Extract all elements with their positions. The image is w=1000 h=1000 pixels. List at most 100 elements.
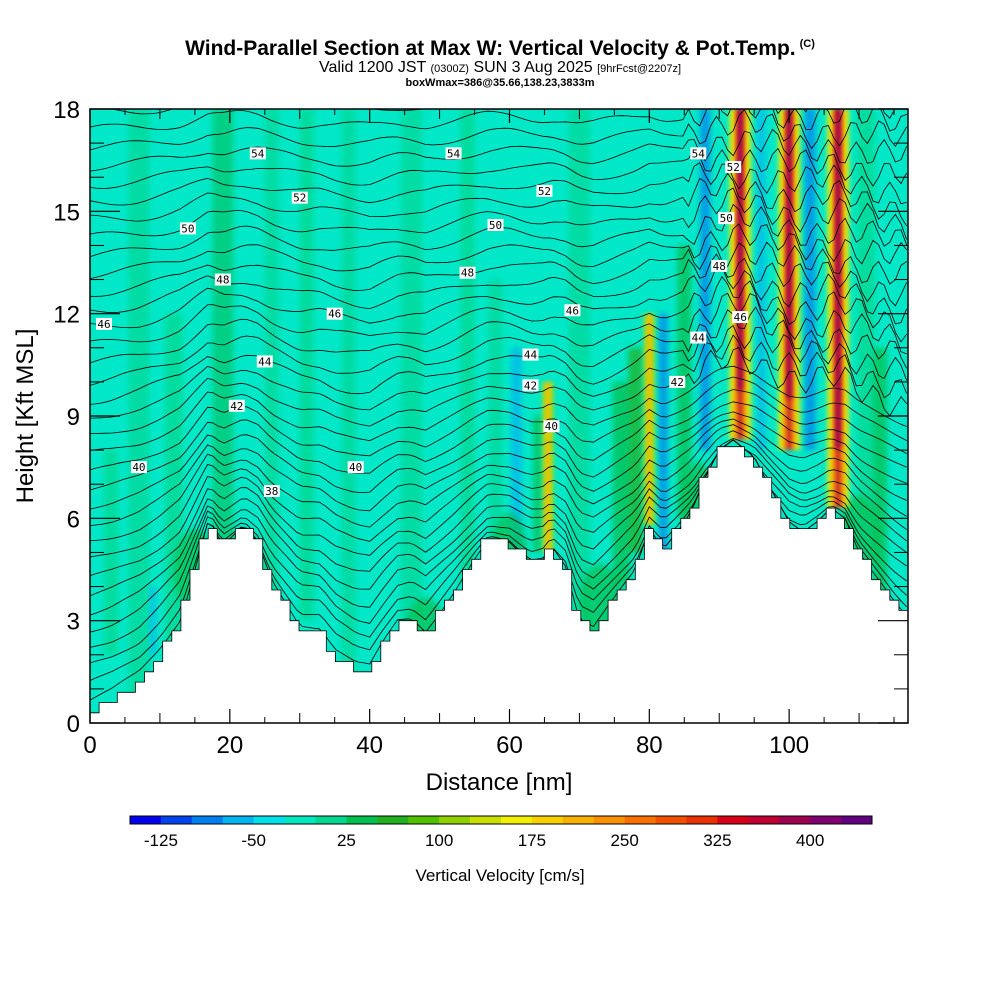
x-tick-label: 40: [356, 732, 383, 759]
isentrope-label-text: 54: [251, 147, 265, 160]
velocity-streak: [659, 313, 668, 553]
isentrope-label: 40: [543, 420, 560, 433]
colorbar-swatch: [191, 816, 224, 824]
isentrope-label-bg: [522, 379, 539, 392]
isentrope-label-bg: [690, 147, 707, 160]
colorbar-swatch: [810, 816, 842, 824]
y-tick-label: 9: [67, 404, 80, 431]
isentrope-line: [90, 128, 907, 172]
colorbar-swatch: [686, 816, 718, 824]
colorbar-tick-label: 400: [796, 831, 824, 850]
copyright-mark: (C): [799, 38, 815, 50]
isentrope-label-text: 40: [545, 420, 558, 433]
isentrope-label-text: 44: [692, 332, 706, 345]
colorbar-swatch: [284, 816, 316, 824]
isentrope-label-bg: [263, 485, 280, 498]
updraft-peak: [835, 109, 842, 449]
isentrope-label-bg: [256, 355, 273, 368]
y-tick-label: 3: [67, 609, 80, 636]
colorbar-frame: [129, 815, 873, 825]
x-axis-label: Distance [nm]: [426, 769, 573, 796]
isentrope-label-text: 42: [230, 400, 243, 413]
colorbar-swatch: [531, 816, 564, 824]
isentrope-label-text: 48: [713, 260, 726, 273]
isentrope-line: [90, 401, 907, 510]
isentrope-label-text: 52: [538, 185, 551, 198]
isentrope-label: 38: [263, 485, 280, 498]
colorbar: -125 -50 25 100 175 250 325 400: [129, 815, 873, 850]
colorbar-swatch: [377, 816, 409, 824]
updraft-peak: [737, 109, 744, 391]
isentrope-label-bg: [487, 218, 504, 231]
isentrope-label: 52: [725, 160, 742, 174]
updraft-core: [642, 313, 657, 526]
y-axis-label: Height [Kft MSL]: [12, 329, 39, 504]
isentrope-line: [90, 275, 907, 343]
axes: 0 20 40 60 80 100 0 3 6 9 12 15 18: [53, 97, 908, 759]
isentrope-label-bg: [536, 184, 553, 197]
colorbar-tick-label: 325: [703, 831, 731, 850]
isentrope-label-text: 40: [349, 461, 362, 474]
isentrope-label: 44: [690, 331, 707, 345]
isentrope-label: 40: [130, 461, 147, 474]
isentrope-label: 48: [711, 259, 728, 273]
colorbar-swatch: [222, 816, 254, 824]
colorbar-swatch: [501, 816, 533, 824]
isentrope-label-bg: [179, 222, 196, 235]
colorbar-swatch: [562, 816, 595, 824]
isentrope-label: 42: [522, 379, 539, 392]
isentrope-label-bg: [690, 331, 707, 344]
isentrope-label-bg: [445, 147, 462, 160]
colorbar-swatch: [315, 816, 347, 824]
isentrope-label-bg: [95, 317, 112, 330]
velocity-streak: [568, 109, 590, 713]
isentrope-line: [90, 265, 907, 329]
isentrope-label-text: 52: [293, 192, 306, 205]
x-tick-label: 60: [496, 732, 523, 759]
isentrope-label: 52: [291, 191, 308, 205]
colorbar-swatch: [624, 816, 656, 824]
plot-area: 54 54 54 52 52 52 50 50 50 48 48 48 46 46 46 46 44 44 44 42…: [90, 109, 908, 723]
isentrope-label-text: 38: [265, 485, 278, 498]
isentrope-line: [90, 147, 907, 189]
isentrope-line: [90, 292, 907, 364]
isentrope-label-text: 54: [692, 147, 706, 160]
velocity-streak: [628, 347, 643, 553]
colorbar-swatch: [593, 816, 625, 824]
colorbar-swatch: [717, 816, 749, 824]
valid-time-subtitle: Valid 1200 JST (0300Z) SUN 3 Aug 2025 [9…: [318, 59, 682, 76]
velocity-streak: [612, 381, 631, 587]
isentrope-label: 40: [347, 461, 364, 474]
y-tick-label: 15: [53, 199, 80, 226]
colorbar-tick-label: -50: [241, 831, 266, 850]
isentrope-label: 44: [256, 355, 273, 368]
y-tick-label: 12: [53, 302, 80, 329]
isentrope-label-text: 46: [328, 308, 341, 321]
isentrope-line: [90, 334, 907, 419]
isentrope-label: 46: [732, 311, 749, 324]
velocity-streak: [264, 109, 279, 713]
isentrope-label-text: 48: [461, 267, 474, 280]
isentrope-label-bg: [347, 461, 364, 474]
colorbar-swatch: [779, 816, 811, 824]
isentrope-label-text: 48: [216, 274, 229, 287]
isentrope-label-text: 50: [181, 222, 194, 235]
colorbar-swatch: [439, 816, 471, 824]
isentrope-line: [90, 439, 907, 616]
isentrope-line: [90, 162, 907, 206]
isentrope-line: [90, 411, 907, 527]
box-info-subtitle: boxWmax=386@35.66,138.23,3833m: [405, 77, 595, 89]
velocity-streak: [460, 109, 475, 587]
isentrope-label-bg: [522, 348, 539, 361]
colorbar-tick-label: 175: [518, 831, 546, 850]
isentrope-line: [90, 109, 907, 151]
x-tick-label: 20: [216, 732, 243, 759]
colorbar-tick-label: 25: [337, 831, 356, 850]
colorbar-swatch: [346, 816, 378, 824]
isentrope-line: [90, 376, 907, 471]
isentrope-label: 44: [522, 348, 539, 362]
colorbar-swatch: [470, 816, 502, 824]
colorbar-swatch: [841, 816, 873, 824]
isentrope-line: [90, 187, 907, 240]
isentrope-label-text: 46: [566, 304, 579, 317]
